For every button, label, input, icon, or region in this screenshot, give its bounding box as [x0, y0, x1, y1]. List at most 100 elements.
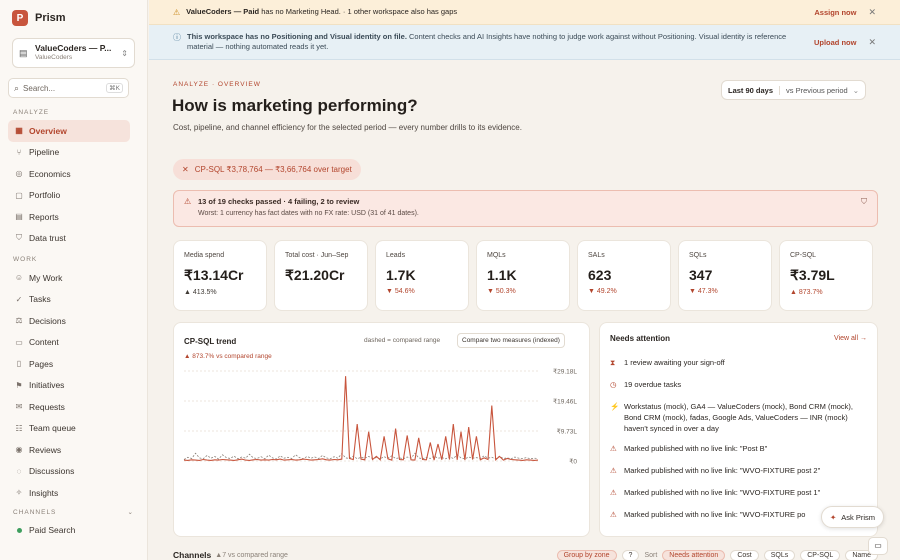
search-placeholder: Search...	[23, 83, 56, 93]
kpi-value: ₹21.20Cr	[285, 267, 345, 283]
content-icon: ▭	[15, 337, 23, 347]
sidebar-item-reports[interactable]: ▤ Reports	[8, 206, 130, 228]
view-all-link[interactable]: View all →	[834, 335, 867, 342]
page-subtitle: Cost, pipeline, and channel efficiency f…	[173, 123, 522, 132]
sort-needs-attention[interactable]: Needs attention	[662, 549, 726, 560]
sidebar-item-label: Pipeline	[29, 147, 60, 158]
attention-item[interactable]: ⧗ 1 review awaiting your sign-off	[610, 357, 865, 368]
sidebar-item-decisions[interactable]: ⚖ Decisions	[8, 310, 130, 332]
y-tick-label: ₹29.18L	[553, 368, 577, 376]
kpi-label: Total cost · Jun–Sep	[285, 252, 349, 259]
kpi-value: 623	[588, 267, 612, 283]
alert-chip-text: CP-SQL ₹3,78,764 — ₹3,66,764 over target	[194, 165, 352, 174]
trend-chart: ₹29.18L ₹19.46L ₹9.73L ₹0	[183, 368, 577, 466]
sidebar-item-paid-search[interactable]: Paid Search	[8, 520, 130, 542]
sidebar-item-label: Insights	[29, 487, 59, 498]
data-checks-panel[interactable]: ⚠ 13 of 19 checks passed · 4 failing, 2 …	[173, 190, 878, 227]
sidebar: P Prism ▤ ValueCoders — P... ValueCoders…	[0, 0, 148, 560]
checks-title: 13 of 19 checks passed · 4 failing, 2 to…	[198, 197, 360, 206]
sidebar-item-label: Decisions	[29, 315, 66, 326]
sidebar-item-reviews[interactable]: ◉ Reviews	[8, 439, 130, 461]
workspace-switcher[interactable]: ▤ ValueCoders — P... ValueCoders ⇕	[12, 38, 135, 68]
sidebar-item-team-queue[interactable]: ☷ Team queue	[8, 418, 130, 440]
sidebar-item-label: Paid Search	[29, 525, 76, 536]
kpi-card[interactable]: SQLs 347 ▼ 47.3%	[678, 240, 772, 311]
sidebar-item-label: My Work	[29, 272, 63, 283]
sidebar-item-label: Team queue	[29, 423, 76, 434]
checks-subtitle: Worst: 1 currency has fact dates with no…	[198, 210, 419, 217]
sidebar-item-pipeline[interactable]: ⑂ Pipeline	[8, 142, 130, 164]
ask-prism-button[interactable]: ✦ Ask Prism	[821, 506, 885, 528]
kpi-card[interactable]: Leads 1.7K ▼ 54.6%	[375, 240, 469, 311]
section-label-analyze: ANALYZE	[13, 109, 50, 116]
banner-text: has no Marketing Head. · 1 other workspa…	[259, 7, 458, 16]
sidebar-item-economics[interactable]: ◎ Economics	[8, 163, 130, 185]
kpi-card[interactable]: CP-SQL ₹3.79L ▲ 873.7%	[779, 240, 873, 311]
section-label-work: WORK	[13, 256, 38, 263]
sidebar-item-label: Tasks	[29, 294, 51, 305]
chat-icon[interactable]: ▭	[868, 537, 888, 555]
close-icon[interactable]: ✕	[868, 36, 876, 47]
user-icon: ☺	[14, 273, 24, 283]
sidebar-item-initiatives[interactable]: ⚑ Initiatives	[8, 375, 130, 397]
cp-sql-alert-chip[interactable]: ✕ CP-SQL ₹3,78,764 — ₹3,66,764 over targ…	[173, 159, 361, 180]
assign-now-link[interactable]: Assign now	[814, 7, 857, 17]
breadcrumb: ANALYZE · OVERVIEW	[173, 81, 261, 88]
sidebar-item-portfolio[interactable]: ▢ Portfolio	[8, 185, 130, 207]
period-value[interactable]: Last 90 days	[728, 85, 781, 95]
attention-item[interactable]: ⚠ Marked published with no live link: "WV…	[610, 487, 865, 498]
sidebar-item-content[interactable]: ▭ Content	[8, 332, 130, 354]
chevron-down-icon: ⌄	[852, 85, 860, 95]
attention-item[interactable]: ⚠ Marked published with no live link: "WV…	[610, 509, 865, 520]
compare-value[interactable]: vs Previous period	[786, 85, 848, 95]
ask-prism-label: Ask Prism	[841, 512, 876, 522]
upload-now-link[interactable]: Upload now	[813, 37, 857, 47]
kpi-card[interactable]: MQLs 1.1K ▼ 50.3%	[476, 240, 570, 311]
close-icon[interactable]: ✕	[868, 6, 876, 17]
compare-measures-button[interactable]: Compare two measures (indexed)	[457, 333, 565, 348]
attention-item[interactable]: ⚠ Marked published with no live link: "Po…	[610, 443, 865, 454]
group-by-zone-button[interactable]: Group by zone	[556, 549, 617, 560]
sidebar-item-tasks[interactable]: ✓ Tasks	[8, 289, 130, 311]
sidebar-item-overview[interactable]: ▦ Overview	[8, 120, 130, 142]
attention-text: 1 review awaiting your sign-off	[624, 358, 725, 367]
kpi-label: Media spend	[184, 252, 225, 259]
kpi-card[interactable]: Media spend ₹13.14Cr ▲ 413.5%	[173, 240, 267, 311]
sidebar-item-discussions[interactable]: ◌ Discussions	[8, 461, 130, 483]
sidebar-item-data-trust[interactable]: ⛉ Data trust	[8, 228, 130, 250]
sidebar-item-requests[interactable]: ✉ Requests	[8, 396, 130, 418]
sidebar-item-label: Data trust	[29, 233, 66, 244]
search-input[interactable]: ⌕ Search... ⌘K	[8, 78, 129, 98]
attention-text: Marked published with no live link: "WVO…	[624, 510, 806, 519]
eye-icon: ◉	[15, 445, 23, 455]
attention-item[interactable]: ⚠ Marked published with no live link: "WV…	[610, 465, 865, 476]
search-shortcut: ⌘K	[106, 83, 123, 93]
sidebar-item-insights[interactable]: ✧ Insights	[8, 482, 130, 504]
app-name: Prism	[35, 12, 66, 24]
info-icon: ⓘ	[173, 33, 181, 42]
grid-icon: ▦	[15, 126, 23, 136]
needs-title: Needs attention	[610, 334, 671, 343]
close-icon[interactable]: ✕	[182, 165, 189, 174]
attention-item[interactable]: ◷ 19 overdue tasks	[610, 379, 865, 390]
help-button[interactable]: ?	[621, 549, 640, 560]
main-content: ⚠ ValueCoders — Paid has no Marketing He…	[149, 0, 900, 560]
trend-legend: dashed = compared range	[364, 337, 441, 344]
sort-sqls[interactable]: SQLs	[763, 549, 796, 560]
period-selector[interactable]: Last 90 days vs Previous period ⌄	[721, 80, 867, 100]
warning-icon: ⚠	[173, 7, 181, 17]
kpi-value: 1.1K	[487, 267, 517, 283]
status-dot-icon	[13, 526, 25, 535]
chevron-down-icon[interactable]: ⌄	[127, 508, 134, 516]
sidebar-item-my-work[interactable]: ☺ My Work	[8, 267, 130, 289]
attention-text: Workstatus (mock), GA4 — ValueCoders (mo…	[624, 402, 853, 433]
bulb-icon: ✧	[15, 488, 23, 498]
kpi-card[interactable]: Total cost · Jun–Sep ₹21.20Cr	[274, 240, 368, 311]
kpi-card[interactable]: SALs 623 ▼ 49.2%	[577, 240, 671, 311]
sort-cost[interactable]: Cost	[730, 549, 759, 560]
sidebar-item-pages[interactable]: ▯ Pages	[8, 353, 130, 375]
sort-cp-sql[interactable]: CP-SQL	[800, 549, 841, 560]
attention-item[interactable]: ⚡ Workstatus (mock), GA4 — ValueCoders (m…	[610, 401, 865, 434]
banner-text: Content checks and AI Insights have noth…	[187, 32, 787, 51]
sidebar-item-label: Pages	[29, 358, 54, 369]
